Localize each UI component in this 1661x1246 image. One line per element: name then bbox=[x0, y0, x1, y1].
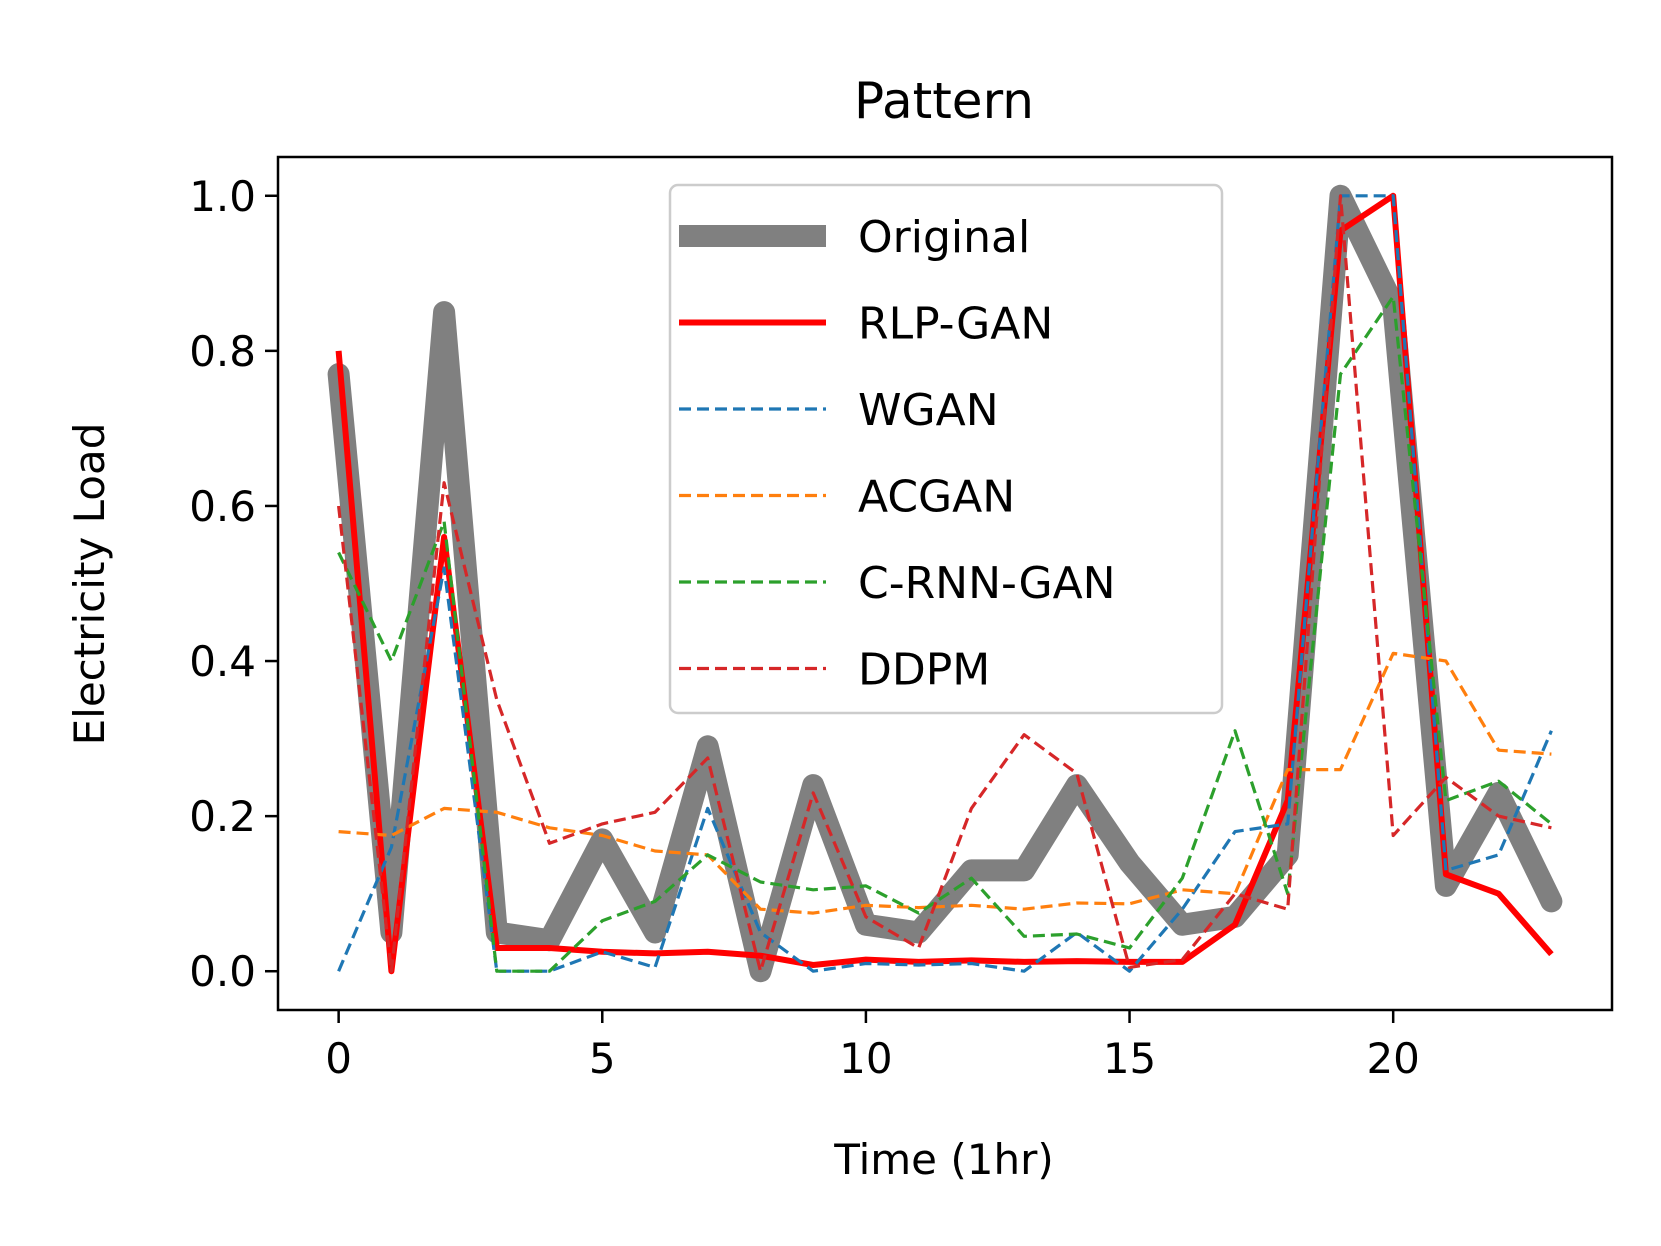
legend-label-rlp-gan: RLP-GAN bbox=[858, 299, 1053, 350]
chart-title: Pattern bbox=[854, 72, 1034, 130]
series-line-c-rnn-gan bbox=[337, 295, 1553, 973]
x-tick-label: 20 bbox=[1366, 1034, 1419, 1083]
series-line-ddpm bbox=[337, 194, 1552, 973]
y-tick-label: 0.8 bbox=[189, 327, 256, 376]
x-tick-label: 5 bbox=[589, 1034, 616, 1083]
x-axis-ticks: 0 5 10 15 20 bbox=[325, 1010, 1420, 1083]
x-axis-title: Time (1hr) bbox=[833, 1135, 1054, 1184]
legend-label-c-rnn-gan: C-RNN-GAN bbox=[858, 558, 1116, 609]
plot-frame bbox=[276, 155, 1614, 1012]
y-tick-label: 0.6 bbox=[189, 482, 256, 531]
legend-frame bbox=[668, 183, 1224, 715]
y-tick-label: 0.4 bbox=[189, 637, 256, 686]
y-tick-label: 0.0 bbox=[189, 947, 256, 996]
y-axis-ticks: 0.0 0.2 0.4 0.6 0.8 1.0 bbox=[189, 172, 278, 996]
series-line-original bbox=[327, 184, 1563, 983]
y-axis-title: Electricity Load bbox=[65, 423, 114, 746]
legend-label-acgan: ACGAN bbox=[858, 472, 1015, 523]
x-tick-label: 10 bbox=[839, 1034, 892, 1083]
legend-label-ddpm: DDPM bbox=[858, 645, 990, 696]
y-tick-label: 0.2 bbox=[189, 792, 256, 841]
legend: Original RLP-GAN WGAN ACGAN C-RNN-GAN DDPM bbox=[668, 183, 1224, 715]
series-layer bbox=[327, 184, 1563, 983]
x-tick-label: 0 bbox=[325, 1034, 352, 1083]
legend-label-wgan: WGAN bbox=[858, 385, 999, 436]
series-line-rlp-gan bbox=[335, 192, 1554, 975]
series-line-acgan bbox=[338, 651, 1552, 915]
x-tick-label: 15 bbox=[1103, 1034, 1156, 1083]
legend-label-original: Original bbox=[858, 212, 1030, 263]
y-tick-label: 1.0 bbox=[189, 172, 256, 221]
